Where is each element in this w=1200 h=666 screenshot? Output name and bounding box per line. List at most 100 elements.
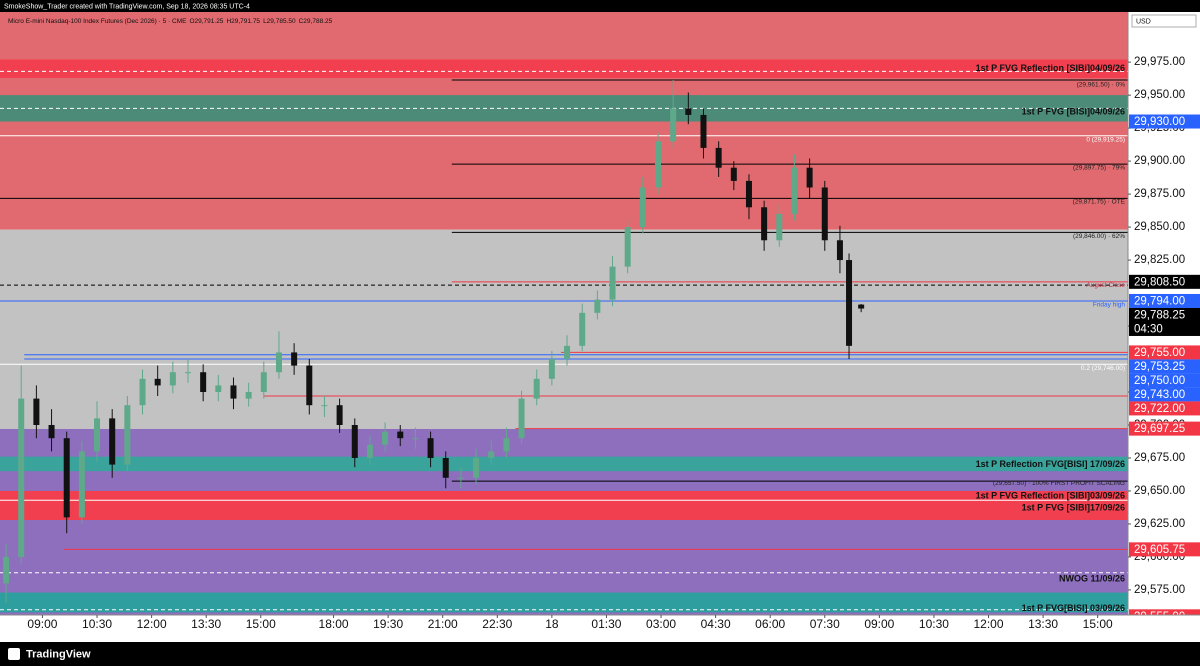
candle-body — [260, 372, 267, 393]
x-tick-label: 09:00 — [27, 617, 57, 631]
candle-body — [33, 398, 40, 425]
x-tick-label: 21:00 — [428, 617, 458, 631]
x-tick-label: 19:30 — [373, 617, 403, 631]
candle-body — [78, 451, 85, 518]
x-tick-label: 12:00 — [974, 617, 1004, 631]
x-tick-label: 06:00 — [755, 617, 785, 631]
x-tick-label: 22:30 — [482, 617, 512, 631]
zone-label: 1st P FVG[BISI] 03/09/26 — [1022, 603, 1125, 613]
candle-body — [321, 405, 328, 407]
x-tick-label: 13:30 — [1028, 617, 1058, 631]
price-tag — [1129, 274, 1200, 289]
candle-body — [200, 372, 207, 393]
y-tick-label: 29,625.00 — [1134, 518, 1185, 530]
price-tag-label: 29,750.00 — [1134, 375, 1185, 387]
zone-label: NWOG 11/09/26 — [1059, 574, 1125, 584]
price-tag — [1129, 421, 1200, 436]
price-tag-label: 29,930.00 — [1134, 116, 1185, 128]
x-tick-label: 01:30 — [591, 617, 621, 631]
x-tick-label: 09:00 — [864, 617, 894, 631]
candle-body — [94, 418, 101, 452]
candle-body — [215, 385, 222, 393]
zone-label: 0 (29,919.25) — [1086, 137, 1125, 144]
candle-body — [336, 405, 343, 425]
legend-high: H29,791.75 — [226, 18, 260, 25]
y-tick-label: 29,875.00 — [1134, 188, 1185, 200]
candle-body — [382, 431, 389, 445]
candle-body — [291, 352, 298, 366]
zone-label: 1st P Reflection FVG[BISI] 17/09/26 — [976, 459, 1125, 469]
zone-label: (29,657.50) · 100% FIRST PROFIT SCALING — [993, 480, 1125, 487]
zone-label: 0.2 (29,746.00) — [1081, 365, 1125, 372]
candle-body — [776, 213, 783, 241]
candle-body — [169, 372, 176, 386]
zone-label: (29,897.75) · 79% — [1073, 164, 1125, 171]
zone-label: (29,846.00) · 62% — [1073, 233, 1125, 240]
x-tick-label: 15:00 — [246, 617, 276, 631]
header-bar — [0, 0, 1200, 12]
time-axis — [0, 615, 1200, 642]
zone — [0, 229, 1128, 429]
price-tag — [1129, 373, 1200, 388]
zone — [0, 59, 1128, 78]
plot-area: 1st P FVG Reflection [SIBi]04/09/26 (29,9… — [0, 12, 1128, 615]
candle-body — [836, 240, 843, 261]
brand-name: TradingView — [26, 648, 91, 660]
legend-symbol: Micro E-mini Nasdaq-100 Index Futures (D… — [8, 18, 187, 25]
candle-body — [351, 424, 358, 458]
legend-close: C29,788.25 — [299, 18, 333, 25]
zone — [0, 456, 1128, 472]
x-tick-label: 15:00 — [1083, 617, 1113, 631]
candle-body — [761, 207, 768, 241]
candle-body — [124, 405, 131, 465]
x-tick-label: 03:00 — [646, 617, 676, 631]
x-tick-label: 07:30 — [810, 617, 840, 631]
candle-body — [730, 167, 737, 181]
candle-body — [139, 378, 146, 406]
candle-body — [230, 385, 237, 399]
x-tick-label: 18 — [545, 617, 559, 631]
zone-label: 1st P FVG [SIBI]17/09/26 — [1022, 502, 1125, 512]
candle-body — [366, 444, 373, 458]
price-tag-label: 29,605.75 — [1134, 544, 1185, 556]
price-tag-label: 29,743.00 — [1134, 389, 1185, 401]
zone-label: August Close — [1086, 282, 1125, 289]
zone-label: Friday high — [1093, 302, 1126, 309]
zone-label: (29,871.75) · OTE — [1073, 199, 1126, 206]
x-tick-label: 18:00 — [319, 617, 349, 631]
price-tag — [1129, 114, 1200, 129]
currency-box — [1131, 14, 1197, 28]
x-tick-label: 04:30 — [701, 617, 731, 631]
candle-body — [858, 304, 865, 309]
price-tag — [1129, 293, 1200, 308]
price-tag — [1129, 542, 1200, 557]
candle-body — [846, 260, 853, 346]
y-tick-label: 29,850.00 — [1134, 221, 1185, 233]
candle-body — [457, 477, 464, 479]
price-tag-label: 29,697.25 — [1134, 423, 1185, 435]
price-tag — [1129, 359, 1200, 374]
candle-body — [791, 167, 798, 214]
price-tag-label: 29,755.00 — [1134, 347, 1185, 359]
candle-body — [821, 187, 828, 241]
footer-bar — [0, 642, 1200, 666]
y-tick-label: 29,575.00 — [1134, 584, 1185, 596]
candle-body — [503, 438, 510, 452]
candle-body — [427, 438, 434, 458]
candle-body — [715, 147, 722, 168]
candle-body — [639, 187, 646, 228]
legend-open: O29,791.25 — [189, 18, 223, 25]
x-tick-label: 10:30 — [82, 617, 112, 631]
zone — [0, 592, 1128, 613]
candle-body — [609, 266, 616, 300]
y-tick-label: 29,900.00 — [1134, 155, 1185, 167]
price-tag-label: 29,753.25 — [1134, 361, 1185, 373]
zone-label: 1st P FVG [BISI]04/09/26 — [1022, 107, 1125, 117]
x-tick-label: 12:00 — [137, 617, 167, 631]
candle-body — [533, 378, 540, 399]
candle-body — [624, 227, 631, 267]
price-tag — [1129, 401, 1200, 416]
x-tick-label: 10:30 — [919, 617, 949, 631]
currency: USD — [1136, 18, 1151, 25]
